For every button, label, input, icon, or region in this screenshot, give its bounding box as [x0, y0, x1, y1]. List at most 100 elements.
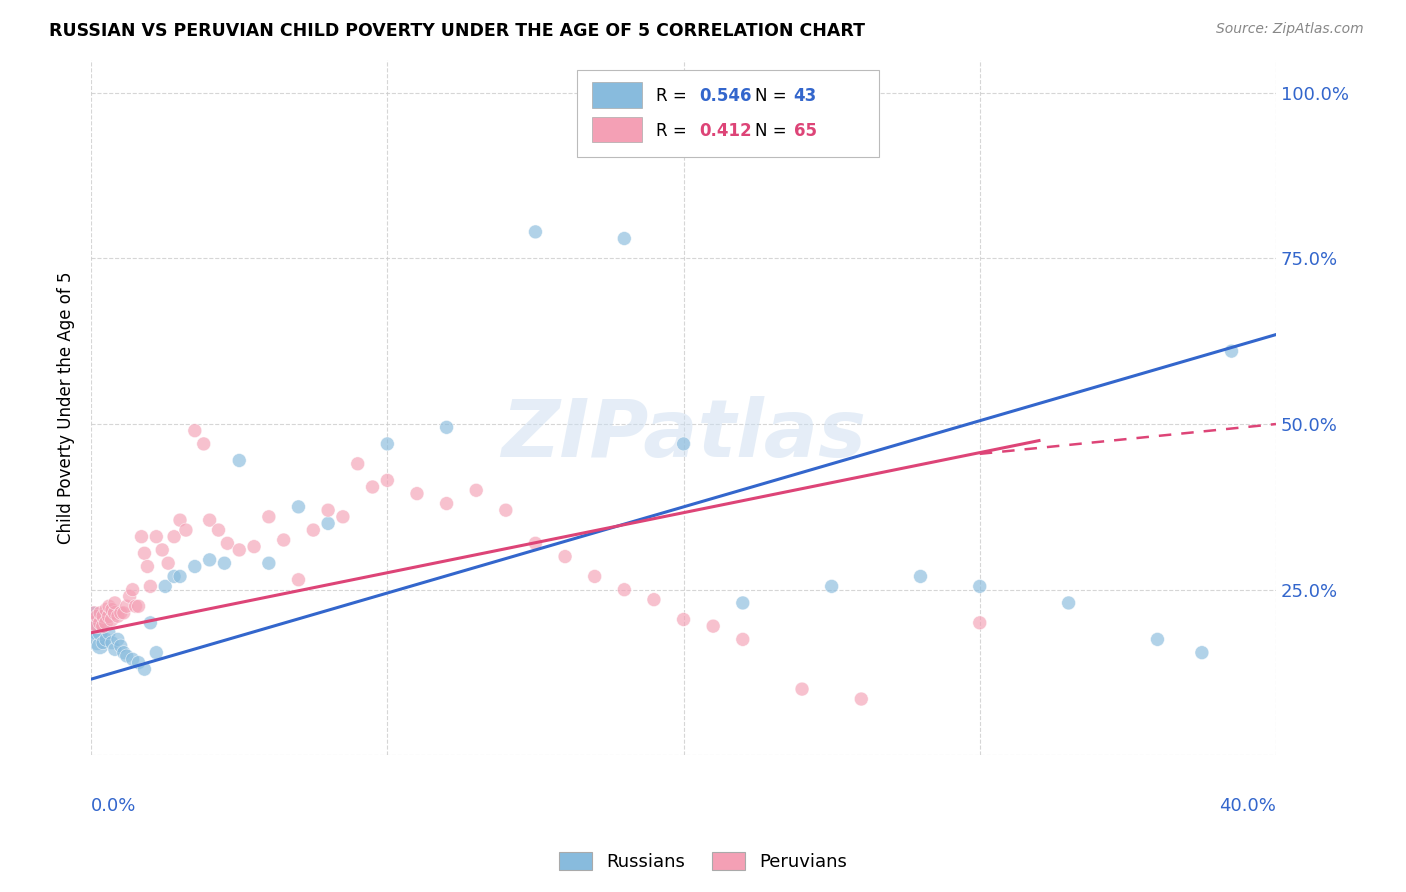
Point	[139, 615, 162, 630]
Point	[193, 437, 215, 451]
Point	[287, 500, 309, 514]
Point	[672, 613, 695, 627]
Point	[86, 609, 108, 624]
Text: 43: 43	[794, 87, 817, 104]
Point	[121, 652, 143, 666]
Y-axis label: Child Poverty Under the Age of 5: Child Poverty Under the Age of 5	[58, 271, 75, 544]
Point	[134, 662, 156, 676]
Point	[163, 569, 186, 583]
Text: RUSSIAN VS PERUVIAN CHILD POVERTY UNDER THE AGE OF 5 CORRELATION CHART: RUSSIAN VS PERUVIAN CHILD POVERTY UNDER …	[49, 22, 865, 40]
Point	[110, 606, 132, 620]
Point	[112, 606, 135, 620]
Point	[94, 602, 117, 616]
Point	[198, 553, 221, 567]
Point	[672, 437, 695, 451]
Point	[104, 642, 127, 657]
Point	[121, 582, 143, 597]
Point	[465, 483, 488, 498]
Point	[613, 582, 636, 597]
Point	[101, 636, 124, 650]
Point	[118, 590, 141, 604]
Text: N =: N =	[755, 121, 792, 139]
Point	[89, 625, 111, 640]
Text: 40.0%: 40.0%	[1219, 797, 1277, 815]
Point	[169, 569, 191, 583]
Point	[1220, 344, 1243, 359]
Point	[174, 523, 197, 537]
Point	[107, 609, 129, 624]
Legend: Russians, Peruvians: Russians, Peruvians	[553, 845, 853, 879]
Point	[287, 573, 309, 587]
Point	[86, 615, 108, 630]
Point	[524, 225, 547, 239]
Point	[83, 606, 105, 620]
Point	[524, 536, 547, 550]
Point	[583, 569, 606, 583]
Point	[145, 530, 167, 544]
Point	[124, 599, 146, 614]
Point	[332, 509, 354, 524]
Point	[89, 606, 111, 620]
Point	[302, 523, 325, 537]
Point	[214, 556, 236, 570]
Point	[89, 615, 111, 630]
Point	[316, 516, 339, 531]
Point	[436, 420, 458, 434]
Point	[83, 615, 105, 630]
Point	[97, 625, 120, 640]
FancyBboxPatch shape	[592, 117, 643, 143]
Point	[104, 606, 127, 620]
Point	[115, 599, 138, 614]
Point	[731, 632, 754, 647]
Point	[153, 579, 176, 593]
Text: 0.546: 0.546	[699, 87, 751, 104]
FancyBboxPatch shape	[576, 70, 879, 157]
Point	[134, 546, 156, 560]
Point	[94, 632, 117, 647]
Text: ZIPatlas: ZIPatlas	[501, 396, 866, 475]
Point	[851, 692, 873, 706]
Point	[163, 530, 186, 544]
Point	[145, 646, 167, 660]
Point	[969, 579, 991, 593]
Point	[128, 656, 150, 670]
Point	[184, 559, 207, 574]
Point	[228, 543, 250, 558]
Point	[243, 540, 266, 554]
Point	[101, 602, 124, 616]
Point	[91, 619, 114, 633]
Point	[83, 609, 105, 624]
Point	[257, 556, 280, 570]
Point	[377, 474, 399, 488]
Point	[198, 513, 221, 527]
Point	[316, 503, 339, 517]
Point	[273, 533, 295, 547]
Point	[97, 599, 120, 614]
Point	[217, 536, 239, 550]
Text: N =: N =	[755, 87, 792, 104]
Point	[115, 648, 138, 663]
Point	[731, 596, 754, 610]
Text: 0.412: 0.412	[699, 121, 752, 139]
Text: 65: 65	[794, 121, 817, 139]
Point	[643, 592, 665, 607]
Point	[406, 486, 429, 500]
Point	[150, 543, 173, 558]
Point	[136, 559, 159, 574]
Text: R =: R =	[657, 87, 692, 104]
Point	[184, 424, 207, 438]
Point	[110, 639, 132, 653]
Point	[821, 579, 844, 593]
Point	[112, 646, 135, 660]
Point	[91, 636, 114, 650]
Point	[613, 231, 636, 245]
Point	[910, 569, 932, 583]
Point	[377, 437, 399, 451]
Point	[257, 509, 280, 524]
Point	[207, 523, 229, 537]
Point	[346, 457, 368, 471]
Point	[702, 619, 724, 633]
Point	[969, 615, 991, 630]
Point	[91, 609, 114, 624]
Point	[169, 513, 191, 527]
